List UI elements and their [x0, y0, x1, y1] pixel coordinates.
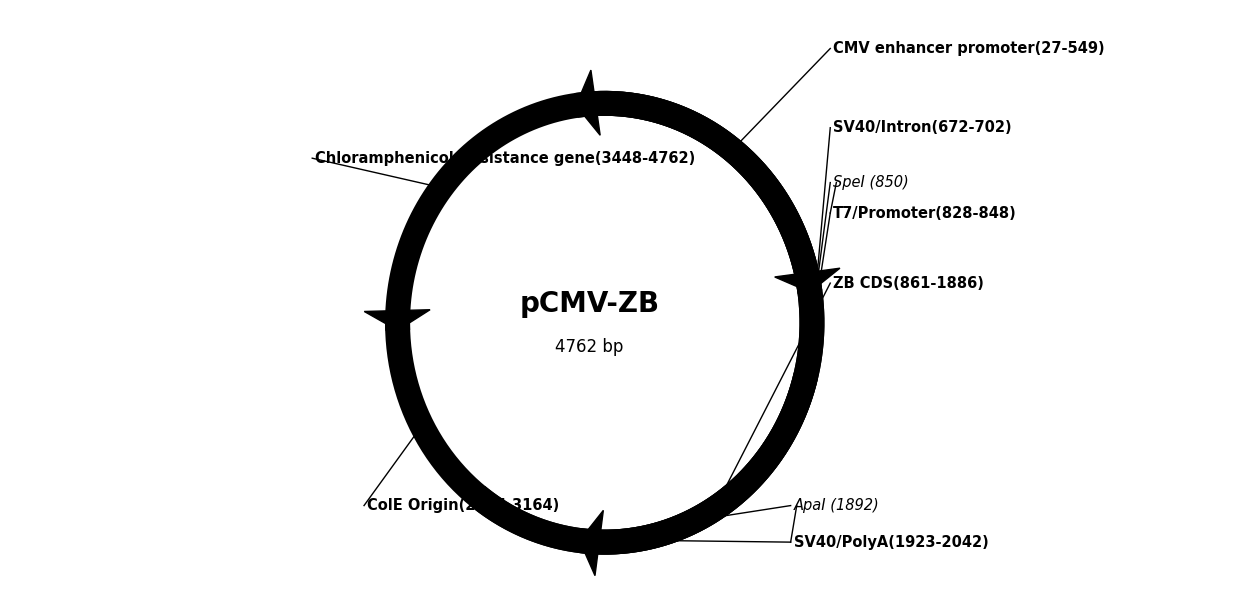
Text: ColE Origin(2545-3164): ColE Origin(2545-3164)	[367, 498, 559, 513]
Text: T7/Promoter(828-848): T7/Promoter(828-848)	[833, 205, 1017, 221]
Text: SpeI (850): SpeI (850)	[833, 175, 909, 190]
Polygon shape	[579, 510, 604, 576]
Text: ApaI (1892): ApaI (1892)	[794, 498, 879, 513]
Text: Chloramphenicol Resistance gene(3448-4762): Chloramphenicol Resistance gene(3448-476…	[315, 151, 696, 165]
Text: pCMV-ZB: pCMV-ZB	[520, 290, 660, 319]
Polygon shape	[775, 268, 839, 292]
Text: SV40/PolyA(1923-2042): SV40/PolyA(1923-2042)	[794, 534, 988, 550]
Text: CMV enhancer promoter(27-549): CMV enhancer promoter(27-549)	[833, 41, 1105, 56]
Text: ZB CDS(861-1886): ZB CDS(861-1886)	[833, 276, 985, 291]
Polygon shape	[365, 310, 430, 330]
Polygon shape	[575, 70, 600, 135]
Text: SV40/Intron(672-702): SV40/Intron(672-702)	[833, 120, 1012, 135]
Text: 4762 bp: 4762 bp	[556, 338, 624, 356]
